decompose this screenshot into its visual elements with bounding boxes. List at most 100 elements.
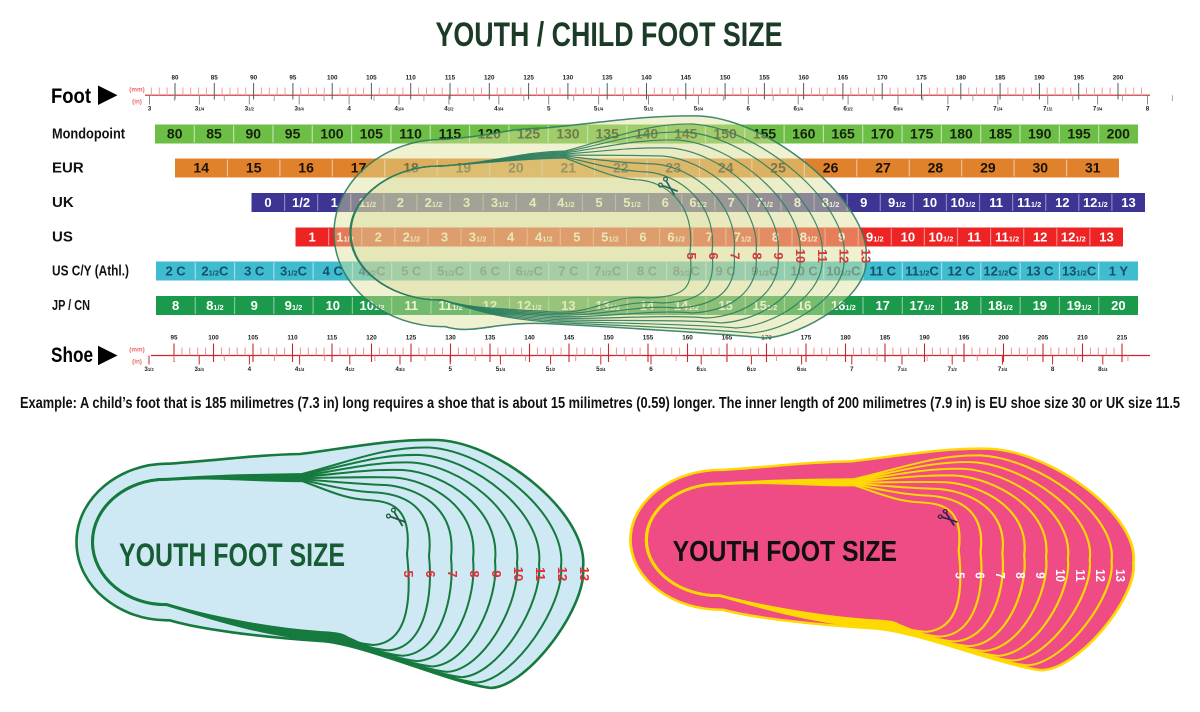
svg-text:8: 8 — [1051, 366, 1055, 373]
svg-text:190: 190 — [1034, 75, 1045, 82]
svg-text:145: 145 — [564, 335, 575, 342]
svg-text:13: 13 — [858, 249, 873, 263]
svg-text:71/4: 71/4 — [897, 366, 907, 373]
svg-text:21/2C: 21/2C — [201, 264, 229, 279]
svg-text:145: 145 — [681, 75, 692, 82]
svg-text:UK: UK — [52, 194, 74, 211]
svg-text:100: 100 — [208, 335, 219, 342]
svg-text:7: 7 — [850, 366, 854, 373]
svg-text:18: 18 — [403, 160, 419, 176]
svg-text:22: 22 — [613, 160, 629, 176]
svg-text:61/2C: 61/2C — [516, 264, 544, 279]
svg-text:190: 190 — [1028, 126, 1052, 142]
svg-text:14: 14 — [193, 160, 209, 176]
svg-text:(in): (in) — [132, 359, 142, 366]
svg-text:200: 200 — [1107, 126, 1131, 142]
svg-text:6: 6 — [662, 195, 669, 210]
svg-text:165: 165 — [831, 126, 855, 142]
svg-text:215: 215 — [1117, 335, 1128, 342]
svg-text:12 C: 12 C — [947, 264, 975, 279]
svg-text:51/4: 51/4 — [594, 106, 604, 113]
svg-text:27: 27 — [875, 160, 891, 176]
svg-text:12: 12 — [1033, 230, 1047, 245]
svg-text:95: 95 — [289, 75, 297, 82]
svg-text:43/4: 43/4 — [395, 366, 405, 373]
svg-text:180: 180 — [949, 126, 973, 142]
svg-text:43/4: 43/4 — [494, 106, 504, 113]
svg-text:121/2C: 121/2C — [983, 264, 1018, 279]
svg-text:175: 175 — [910, 126, 934, 142]
svg-text:140: 140 — [524, 335, 535, 342]
svg-text:8: 8 — [1146, 106, 1150, 113]
svg-text:13: 13 — [1113, 569, 1128, 582]
svg-text:101/2C: 101/2C — [826, 264, 861, 279]
svg-text:115: 115 — [439, 126, 462, 142]
svg-text:12: 12 — [1093, 569, 1108, 582]
svg-text:8: 8 — [772, 230, 779, 245]
svg-text:8: 8 — [749, 252, 764, 259]
svg-text:33/4: 33/4 — [295, 106, 305, 113]
svg-text:19: 19 — [1033, 298, 1047, 313]
svg-text:190: 190 — [919, 335, 930, 342]
svg-text:41/2: 41/2 — [345, 366, 355, 373]
svg-text:7: 7 — [946, 106, 950, 113]
svg-text:2: 2 — [397, 195, 404, 210]
svg-text:10: 10 — [793, 249, 808, 263]
svg-text:80: 80 — [167, 126, 183, 142]
svg-text:200: 200 — [1113, 75, 1124, 82]
svg-text:41/4: 41/4 — [394, 106, 404, 113]
svg-text:195: 195 — [1073, 75, 1084, 82]
svg-text:(in): (in) — [132, 99, 142, 106]
svg-text:85: 85 — [211, 75, 219, 82]
svg-text:4 C: 4 C — [323, 264, 344, 279]
svg-text:135: 135 — [485, 335, 496, 342]
svg-text:4: 4 — [248, 366, 252, 373]
svg-text:4: 4 — [529, 195, 537, 210]
svg-text:170: 170 — [877, 75, 888, 82]
svg-text:17: 17 — [351, 160, 367, 176]
svg-text:110: 110 — [287, 335, 298, 342]
svg-text:5: 5 — [595, 195, 602, 210]
svg-text:28: 28 — [928, 160, 944, 176]
svg-text:160: 160 — [798, 75, 809, 82]
svg-text:71/2C: 71/2C — [594, 264, 622, 279]
svg-text:0: 0 — [264, 195, 271, 210]
svg-text:155: 155 — [753, 126, 777, 142]
svg-text:1/2: 1/2 — [292, 195, 310, 210]
svg-text:41/2C: 41/2C — [358, 264, 386, 279]
svg-text:11: 11 — [967, 230, 981, 245]
svg-text:160: 160 — [792, 126, 816, 142]
svg-text:185: 185 — [995, 75, 1006, 82]
svg-text:31/4: 31/4 — [195, 106, 205, 113]
svg-text:Shoe: Shoe — [51, 344, 93, 367]
svg-text:130: 130 — [563, 75, 574, 82]
svg-text:10: 10 — [1053, 569, 1068, 582]
svg-text:13: 13 — [1121, 195, 1135, 210]
svg-text:130: 130 — [445, 335, 456, 342]
svg-text:105: 105 — [366, 75, 377, 82]
svg-text:4: 4 — [347, 106, 351, 113]
svg-text:115: 115 — [327, 335, 338, 342]
svg-text:125: 125 — [406, 335, 417, 342]
svg-text:3 C: 3 C — [244, 264, 265, 279]
svg-text:20: 20 — [508, 160, 524, 176]
svg-text:140: 140 — [641, 75, 652, 82]
svg-text:Example: A child’s foot that i: Example: A child’s foot that is 185 mili… — [20, 395, 1180, 412]
svg-text:YOUTH FOOT SIZE: YOUTH FOOT SIZE — [673, 537, 897, 568]
svg-text:63/4: 63/4 — [893, 106, 903, 113]
svg-text:5 C: 5 C — [401, 264, 422, 279]
svg-text:51/2: 51/2 — [644, 106, 654, 113]
svg-text:145: 145 — [674, 126, 698, 142]
svg-text:111/2C: 111/2C — [905, 264, 939, 279]
svg-text:63/4: 63/4 — [797, 366, 807, 373]
svg-text:125: 125 — [523, 75, 534, 82]
svg-text:71/4: 71/4 — [993, 106, 1003, 113]
svg-text:91/2C: 91/2C — [751, 264, 779, 279]
svg-text:9: 9 — [860, 195, 867, 210]
svg-text:31/2C: 31/2C — [280, 264, 308, 279]
svg-text:8: 8 — [467, 570, 482, 577]
svg-text:29: 29 — [980, 160, 996, 176]
svg-text:12: 12 — [555, 567, 570, 581]
svg-text:11: 11 — [815, 249, 830, 263]
svg-text:10: 10 — [326, 298, 340, 313]
